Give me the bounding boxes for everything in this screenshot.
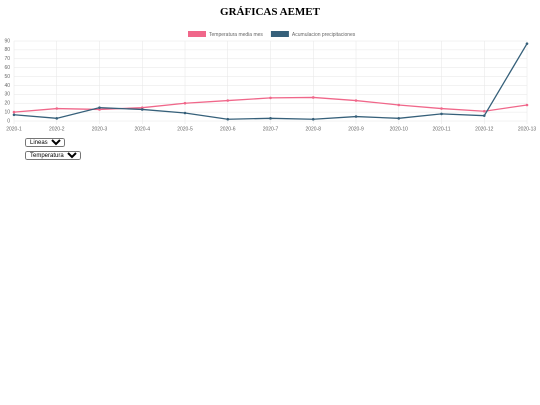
x-tick-label: 2020-3	[92, 126, 108, 132]
x-tick-label: 2020-5	[177, 126, 193, 132]
x-tick-label: 2020-10	[390, 126, 409, 132]
data-point	[354, 99, 358, 102]
y-tick-label: 70	[4, 56, 10, 62]
data-point	[226, 99, 230, 102]
data-point	[226, 117, 230, 121]
data-point	[311, 96, 315, 99]
y-tick-label: 30	[4, 92, 10, 98]
y-tick-label: 20	[4, 101, 10, 107]
x-tick-label: 2020-2	[49, 126, 65, 132]
data-point	[482, 109, 486, 113]
legend-label: Acumulacion precipitaciones	[292, 32, 356, 38]
x-tick-label: 2020-13	[518, 126, 537, 132]
data-point	[440, 112, 443, 116]
x-tick-label: 2020-11	[433, 126, 451, 132]
x-tick-label: 2020-6	[220, 126, 236, 132]
data-point	[183, 111, 187, 115]
data-point	[55, 107, 59, 110]
y-tick-label: 0	[7, 118, 10, 124]
legend-swatch	[188, 31, 206, 37]
data-point	[269, 117, 272, 120]
page-title: GRÁFICAS AEMET	[220, 6, 320, 18]
data-point	[183, 101, 187, 105]
data-point	[98, 106, 101, 109]
data-point	[12, 110, 16, 114]
data-point	[98, 108, 101, 111]
data-point	[311, 117, 315, 121]
x-tick-label: 2020-1	[6, 126, 22, 132]
legend-swatch	[270, 31, 289, 37]
x-tick-label: 2020-4	[134, 126, 150, 132]
data-point	[354, 115, 358, 118]
x-tick-label: 2020-12	[475, 126, 494, 132]
x-tick-label: 2020-8	[305, 126, 321, 132]
data-point	[140, 108, 144, 111]
data-point	[482, 114, 486, 117]
variable-select[interactable]: Temperatura	[25, 151, 81, 160]
data-point	[12, 113, 16, 117]
data-point	[440, 107, 443, 110]
data-point	[397, 103, 401, 107]
y-tick-label: 60	[4, 65, 10, 71]
data-point	[269, 96, 272, 100]
y-tick-label: 10	[4, 109, 10, 115]
data-point	[55, 117, 59, 120]
data-point	[140, 106, 144, 109]
data-point	[525, 42, 529, 45]
data-point	[525, 103, 529, 107]
x-tick-label: 2020-7	[263, 126, 279, 132]
y-tick-label: 40	[4, 83, 10, 89]
x-tick-label: 2020-9	[348, 126, 364, 132]
chart: Temperatura media mes Acumulacion precipi…	[4, 31, 537, 132]
y-tick-label: 90	[4, 38, 10, 44]
data-point	[397, 117, 401, 120]
y-tick-label: 80	[4, 47, 10, 53]
legend-label: Temperatura media mes	[209, 32, 263, 38]
chart-type-select[interactable]: Lineas	[25, 138, 65, 147]
y-tick-label: 50	[4, 74, 10, 80]
